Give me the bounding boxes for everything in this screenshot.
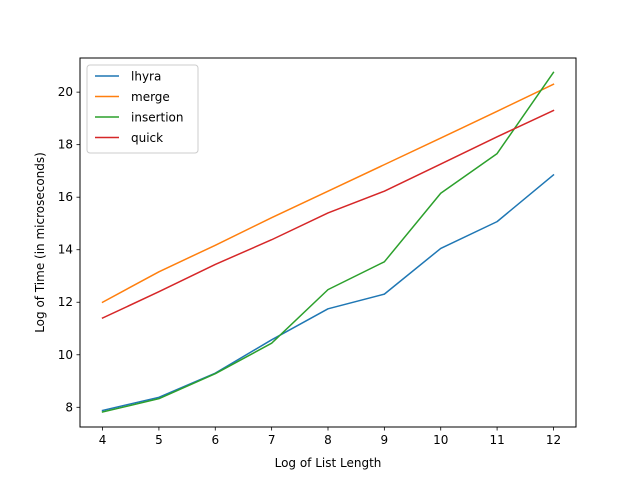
y-tick-label: 20 (58, 85, 73, 99)
legend-label-quick: quick (131, 131, 163, 145)
y-tick-label: 14 (58, 243, 73, 257)
x-tick-label: 7 (268, 433, 276, 447)
legend-label-insertion: insertion (131, 111, 184, 125)
x-tick-label: 6 (211, 433, 219, 447)
x-tick-label: 10 (433, 433, 448, 447)
y-axis-ticks: 8 10 12 14 16 18 20 (58, 85, 80, 414)
legend-label-lhyra: lhyra (131, 70, 161, 84)
y-tick-label: 18 (58, 138, 73, 152)
x-tick-label: 5 (155, 433, 163, 447)
y-axis-label: Log of Time (in microseconds) (33, 152, 47, 333)
y-tick-label: 12 (58, 295, 73, 309)
x-tick-label: 9 (381, 433, 389, 447)
legend-label-merge: merge (131, 90, 170, 104)
series-layer (101, 71, 555, 413)
x-tick-label: 11 (489, 433, 504, 447)
series-line-insertion (101, 71, 555, 413)
legend-box (86, 64, 199, 154)
x-tick-label: 4 (99, 433, 107, 447)
y-tick-label: 16 (58, 190, 73, 204)
series-line-lhyra (101, 173, 555, 412)
series-line-quick (101, 109, 555, 320)
x-axis-label: Log of List Length (275, 456, 382, 470)
y-tick-label: 10 (58, 348, 73, 362)
x-axis-ticks: 4 5 6 7 8 9 10 11 12 (99, 427, 561, 447)
x-tick-label: 12 (546, 433, 561, 447)
y-tick-label: 8 (65, 400, 73, 414)
series-line-merge (101, 83, 555, 304)
x-tick-label: 8 (324, 433, 332, 447)
legend: lhyra merge insertion quick (86, 64, 199, 154)
